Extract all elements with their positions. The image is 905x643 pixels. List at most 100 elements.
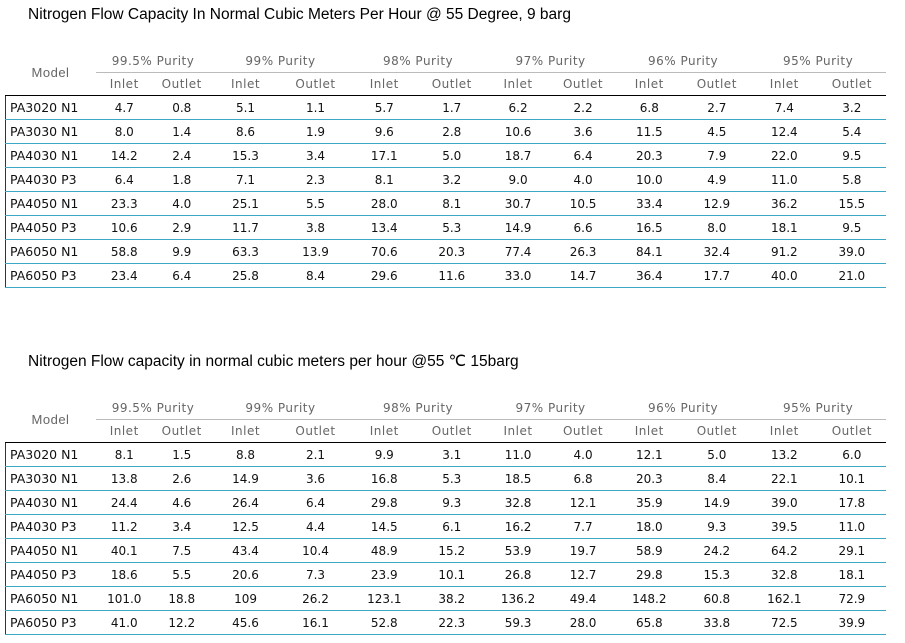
value-cell: 25.1 (210, 191, 281, 216)
value-cell: 9.5 (818, 143, 886, 168)
value-cell: 20.3 (615, 466, 684, 491)
value-cell: 1.1 (280, 95, 351, 120)
model-cell: PA4030 P3 (5, 514, 96, 539)
value-cell: 10.4 (280, 538, 351, 563)
value-cell: 2.7 (683, 95, 751, 120)
value-cell: 36.4 (615, 263, 684, 288)
value-cell: 10.1 (418, 562, 486, 587)
outlet-header: Outlet (153, 72, 211, 96)
value-cell: 1.9 (280, 119, 351, 144)
outlet-header: Outlet (818, 419, 886, 443)
value-cell: 18.6 (95, 562, 153, 587)
value-cell: 12.7 (550, 562, 616, 587)
value-cell: 33.0 (485, 263, 551, 288)
data-row: PA4030 P3 11.2 3.4 12.5 4.4 14.5 6.1 16.2 7.7 18.… (5, 514, 886, 539)
value-cell: 10.6 (95, 215, 153, 240)
data-row: PA4050 N1 23.3 4.0 25.1 5.5 28.0 8.1 30.7 10.5 33… (5, 191, 886, 216)
value-cell: 14.2 (95, 143, 153, 168)
outlet-header: Outlet (550, 419, 616, 443)
value-cell: 9.6 (350, 119, 419, 144)
value-cell: 58.8 (95, 239, 153, 264)
value-cell: 11.0 (750, 167, 819, 192)
purity-header: 98% Purity (350, 50, 486, 73)
value-cell: 32.8 (485, 490, 551, 515)
value-cell: 24.2 (683, 538, 751, 563)
value-cell: 162.1 (750, 586, 819, 611)
value-cell: 4.0 (153, 191, 211, 216)
value-cell: 3.4 (280, 143, 351, 168)
value-cell: 22.0 (750, 143, 819, 168)
value-cell: 24.4 (95, 490, 153, 515)
value-cell: 2.2 (550, 95, 616, 120)
model-cell: PA3020 N1 (5, 442, 96, 467)
value-cell: 23.9 (350, 562, 419, 587)
value-cell: 77.4 (485, 239, 551, 264)
value-cell: 9.5 (818, 215, 886, 240)
value-cell: 33.4 (615, 191, 684, 216)
flow-table: Model 99.5% Purity 99% Purity 98% Purity 97%… (5, 397, 886, 635)
value-cell: 8.1 (350, 167, 419, 192)
value-cell: 18.7 (485, 143, 551, 168)
value-cell: 28.0 (350, 191, 419, 216)
data-row: PA6050 P3 41.0 12.2 45.6 16.1 52.8 22.3 59.3 28.… (5, 610, 886, 635)
value-cell: 1.4 (153, 119, 211, 144)
value-cell: 4.6 (153, 490, 211, 515)
value-cell: 20.3 (615, 143, 684, 168)
value-cell: 11.2 (95, 514, 153, 539)
data-row: PA4050 N1 40.1 7.5 43.4 10.4 48.9 15.2 53.9 19.7… (5, 538, 886, 563)
value-cell: 4.4 (280, 514, 351, 539)
outlet-header: Outlet (153, 419, 211, 443)
value-cell: 8.8 (210, 442, 281, 467)
model-cell: PA4050 N1 (5, 191, 96, 216)
value-cell: 53.9 (485, 538, 551, 563)
value-cell: 17.1 (350, 143, 419, 168)
value-cell: 8.6 (210, 119, 281, 144)
value-cell: 8.4 (280, 263, 351, 288)
inlet-outlet-header-row: Inlet Outlet Inlet Outlet Inlet Outlet Inlet Ou… (6, 419, 886, 443)
value-cell: 6.8 (550, 466, 616, 491)
model-cell: PA6050 N1 (5, 586, 96, 611)
value-cell: 26.2 (280, 586, 351, 611)
value-cell: 9.9 (153, 239, 211, 264)
value-cell: 29.8 (615, 562, 684, 587)
purity-header-row: Model 99.5% Purity 99% Purity 98% Purity 97%… (5, 50, 886, 96)
value-cell: 13.8 (95, 466, 153, 491)
value-cell: 3.2 (818, 95, 886, 120)
data-row: PA4050 P3 18.6 5.5 20.6 7.3 23.9 10.1 26.8 12.7 2… (5, 562, 886, 587)
value-cell: 18.0 (615, 514, 684, 539)
outlet-header: Outlet (818, 72, 886, 96)
value-cell: 23.3 (95, 191, 153, 216)
value-cell: 64.2 (750, 538, 819, 563)
purity-header: 96% Purity (615, 397, 751, 420)
inlet-header: Inlet (615, 419, 684, 443)
data-row: PA4030 N1 24.4 4.6 26.4 6.4 29.8 9.3 32.8 12.1 35… (5, 490, 886, 515)
value-cell: 29.6 (350, 263, 419, 288)
model-cell: PA3030 N1 (5, 119, 96, 144)
value-cell: 91.2 (750, 239, 819, 264)
data-row: PA3030 N1 8.0 1.4 8.6 1.9 9.6 2.8 10.6 3.6 11.5 4.… (5, 119, 886, 144)
value-cell: 148.2 (615, 586, 684, 611)
value-cell: 13.2 (750, 442, 819, 467)
value-cell: 5.7 (350, 95, 419, 120)
value-cell: 29.8 (350, 490, 419, 515)
value-cell: 39.0 (750, 490, 819, 515)
value-cell: 16.5 (615, 215, 684, 240)
value-cell: 36.2 (750, 191, 819, 216)
value-cell: 8.0 (95, 119, 153, 144)
value-cell: 8.0 (683, 215, 751, 240)
value-cell: 15.3 (683, 562, 751, 587)
inlet-header: Inlet (95, 72, 153, 96)
value-cell: 72.9 (818, 586, 886, 611)
table-title: Nitrogen Flow capacity in normal cubic m… (28, 353, 519, 370)
value-cell: 10.6 (485, 119, 551, 144)
value-cell: 11.6 (418, 263, 486, 288)
value-cell: 136.2 (485, 586, 551, 611)
model-cell: PA6050 P3 (5, 610, 96, 635)
value-cell: 10.0 (615, 167, 684, 192)
inlet-header: Inlet (485, 419, 551, 443)
value-cell: 7.3 (280, 562, 351, 587)
value-cell: 65.8 (615, 610, 684, 635)
purity-header: 99.5% Purity (95, 50, 211, 73)
value-cell: 3.4 (153, 514, 211, 539)
table-title: Nitrogen Flow Capacity In Normal Cubic M… (28, 6, 571, 23)
